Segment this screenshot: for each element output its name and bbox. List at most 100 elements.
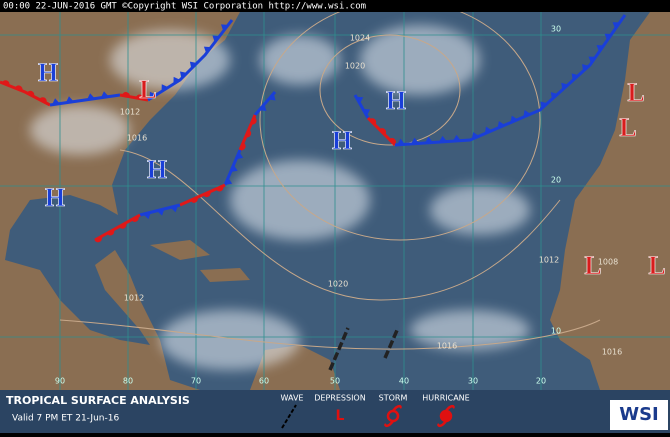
header-bar: [0, 0, 670, 12]
high-pressure-center: H: [147, 155, 167, 184]
latitude-label: 30: [551, 25, 561, 34]
warm-front: [179, 183, 226, 207]
front-symbol: [588, 56, 596, 64]
front-symbol: [561, 82, 569, 90]
low-pressure-center: L: [139, 75, 156, 104]
front-symbol: [550, 92, 558, 100]
depression-icon: L: [336, 408, 345, 424]
front-symbol: [203, 191, 211, 198]
front-symbol: [131, 215, 139, 222]
low-pressure-center: L: [627, 78, 644, 107]
latitude-label: 10: [551, 327, 561, 336]
front-symbol: [225, 177, 233, 185]
tropical-wave: [383, 327, 400, 359]
front-symbol: [173, 76, 181, 85]
cold-front: [253, 91, 277, 116]
legend-bar: [0, 390, 670, 433]
lat-lon-grid: [0, 12, 670, 390]
front-symbol: [94, 236, 103, 243]
front-symbol: [484, 126, 493, 134]
front-symbol: [355, 96, 364, 104]
isobar-label: 1012: [539, 256, 559, 265]
front-symbol: [362, 108, 371, 116]
high-pressure-center: H: [332, 126, 352, 155]
front-symbol: [189, 61, 197, 69]
longitude-label: 40: [399, 377, 409, 386]
front-symbol: [251, 116, 257, 125]
front-symbol: [571, 73, 579, 81]
front-symbol: [215, 185, 224, 192]
logo-box: [610, 400, 668, 430]
front-symbol: [230, 164, 238, 173]
front-symbol: [424, 136, 433, 144]
front-symbol: [389, 138, 397, 145]
low-pressure-center: L: [584, 251, 601, 280]
longitude-label: 30: [468, 377, 478, 386]
front-symbol: [379, 128, 387, 135]
front-symbol: [100, 91, 109, 98]
high-pressure-center: H: [38, 58, 58, 87]
front-symbol: [221, 24, 229, 32]
logo: WSI: [619, 404, 659, 425]
fronts: [0, 14, 627, 371]
front-symbol: [540, 101, 548, 109]
header-text: 00:00 22-JUN-2016 GMT ©Copyright WSI Cor…: [3, 2, 366, 12]
isobars: [59, 0, 601, 350]
front-symbol: [596, 45, 604, 52]
front-symbol: [396, 138, 405, 145]
front-symbol: [156, 208, 165, 216]
front-symbol: [86, 93, 95, 100]
front-symbol: [26, 90, 35, 97]
front-symbol: [612, 22, 620, 29]
valid-time: Valid 7 PM ET 21-Jun-16: [12, 414, 119, 424]
longitude-label: 60: [259, 377, 269, 386]
longitude-label: 70: [191, 377, 201, 386]
isobar-label: 1008: [598, 258, 618, 267]
front-symbol: [121, 92, 130, 97]
legend-item: DEPRESSION: [314, 394, 365, 403]
isobar-label: 1020: [328, 280, 348, 289]
front-symbol: [240, 142, 246, 151]
front-symbol: [203, 46, 212, 54]
longitude-label: 20: [536, 377, 546, 386]
high-pressure-center: H: [386, 86, 406, 115]
front-symbol: [143, 212, 151, 220]
front-symbol: [604, 33, 612, 41]
isobar-label: 1016: [127, 134, 147, 143]
wave-icon: [281, 404, 297, 429]
isobar-label: 1024: [350, 34, 370, 43]
front-symbol: [471, 132, 480, 140]
front-symbol: [149, 91, 157, 99]
legend-item: WAVE: [281, 394, 304, 403]
front-symbol: [245, 129, 252, 138]
isobar-label: 1020: [345, 62, 365, 71]
longitude-label: 80: [123, 377, 133, 386]
front-symbol: [14, 85, 23, 91]
front-symbol: [259, 104, 267, 112]
front-symbol: [438, 135, 447, 143]
front-symbol: [170, 205, 179, 213]
front-symbol: [523, 110, 531, 118]
front-symbol: [106, 229, 115, 236]
high-pressure-center: H: [45, 183, 65, 212]
front-symbol: [497, 121, 505, 129]
low-pressure-center: L: [619, 113, 636, 142]
isobar-label: 1016: [437, 342, 457, 351]
front-symbol: [1, 80, 10, 86]
front-symbol: [212, 35, 220, 43]
legend-item: HURRICANE: [422, 394, 469, 403]
front-symbol: [180, 71, 188, 79]
longitude-label: 90: [55, 377, 65, 386]
storm-icon: [384, 404, 402, 428]
front-symbol: [582, 64, 590, 72]
tropical-wave: [328, 327, 350, 371]
hurricane-icon: [437, 404, 455, 428]
front-symbol: [190, 197, 198, 203]
legend-item: STORM: [379, 394, 408, 403]
isobar-label: 1016: [602, 348, 622, 357]
longitude-label: 50: [330, 377, 340, 386]
front-symbol: [39, 97, 47, 104]
front-symbol: [119, 222, 127, 229]
front-symbol: [135, 94, 144, 100]
